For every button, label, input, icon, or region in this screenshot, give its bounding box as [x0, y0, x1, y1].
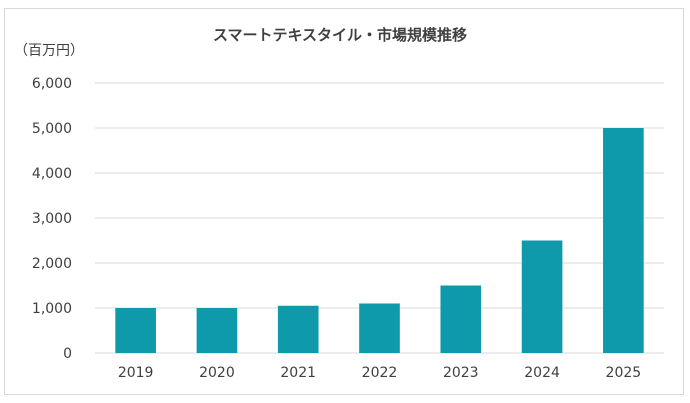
bar-2019 — [115, 308, 156, 353]
y-tick-label: 4,000 — [32, 166, 72, 182]
bar-2022 — [359, 303, 400, 353]
y-tick-label: 5,000 — [32, 121, 72, 137]
x-axis-ticks: 2019 2020 2021 2022 2023 2024 2025 — [118, 365, 641, 381]
bar-2023 — [440, 285, 482, 353]
bar-2021 — [277, 305, 319, 353]
x-tick-label: 2021 — [280, 365, 316, 381]
chart-title: スマートテキスタイル・市場規模推移 — [213, 26, 467, 44]
y-axis-ticks: 0 1,000 2,000 3,000 4,000 5,000 6,000 — [32, 76, 72, 362]
y-tick-label: 0 — [63, 346, 72, 362]
y-unit-label: （百万円） — [14, 43, 84, 59]
x-tick-label: 2020 — [199, 365, 235, 381]
bar-2020 — [196, 308, 238, 353]
x-tick-label: 2025 — [606, 365, 642, 381]
y-tick-label: 6,000 — [32, 76, 72, 92]
x-tick-label: 2023 — [443, 365, 479, 381]
y-tick-label: 3,000 — [32, 211, 72, 227]
x-tick-label: 2019 — [118, 365, 154, 381]
gridlines — [95, 82, 664, 354]
bars — [115, 128, 644, 353]
x-tick-label: 2024 — [524, 365, 560, 381]
x-tick-label: 2022 — [362, 365, 398, 381]
bar-2024 — [521, 240, 563, 353]
bar-2025 — [603, 128, 644, 353]
y-tick-label: 1,000 — [32, 301, 72, 317]
y-tick-label: 2,000 — [32, 256, 72, 272]
